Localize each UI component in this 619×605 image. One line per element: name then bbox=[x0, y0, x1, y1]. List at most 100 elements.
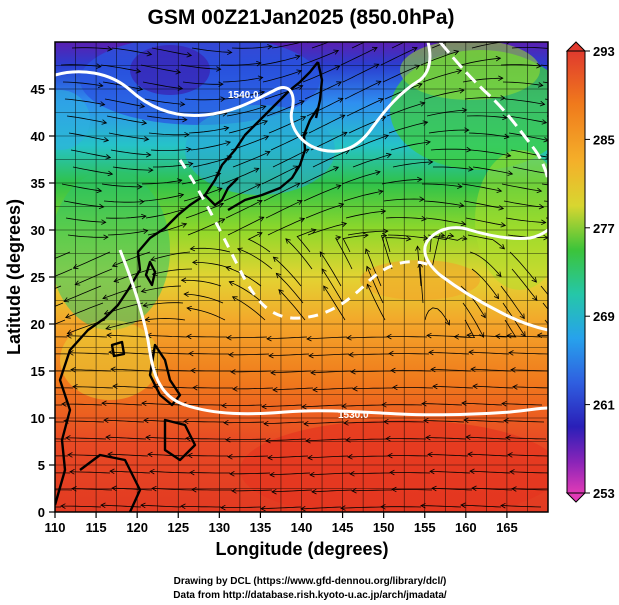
streamline-arrow bbox=[536, 187, 543, 194]
streamline-arrow bbox=[305, 437, 311, 444]
streamline bbox=[141, 402, 183, 406]
streamline bbox=[308, 114, 345, 134]
streamline bbox=[425, 217, 466, 225]
streamline-arrow bbox=[386, 152, 392, 159]
streamline bbox=[263, 182, 300, 202]
streamline bbox=[365, 248, 382, 287]
streamline bbox=[503, 420, 545, 423]
streamline-arrow bbox=[192, 384, 198, 391]
streamline-arrow bbox=[232, 386, 238, 392]
x-tick-label: 110 bbox=[45, 520, 66, 535]
streamline-arrow bbox=[150, 256, 156, 262]
contour-label-1530: 1530.0 bbox=[338, 410, 369, 421]
streamline-arrow bbox=[423, 417, 429, 424]
streamline bbox=[221, 506, 262, 508]
streamline-arrow bbox=[389, 469, 395, 476]
streamline-arrow bbox=[444, 319, 450, 326]
streamline-arrow bbox=[380, 208, 387, 215]
streamline bbox=[232, 296, 266, 321]
streamline-arrow bbox=[543, 136, 548, 143]
plot-area: 1540.0 1530.0 bbox=[55, 33, 592, 512]
streamline-arrow bbox=[143, 136, 150, 142]
streamline-arrow bbox=[500, 95, 506, 101]
streamline-arrow bbox=[225, 140, 231, 146]
streamline bbox=[272, 387, 314, 391]
streamline-arrow bbox=[312, 386, 318, 393]
streamline-arrow bbox=[536, 62, 542, 69]
contour-mid bbox=[178, 159, 431, 320]
streamline bbox=[429, 471, 471, 474]
streamline-arrow bbox=[498, 75, 504, 82]
streamline bbox=[421, 403, 463, 406]
streamline-arrow bbox=[426, 332, 432, 339]
streamline bbox=[466, 115, 507, 119]
streamline-arrow bbox=[344, 33, 349, 37]
streamline-arrow bbox=[101, 219, 107, 225]
streamline bbox=[347, 455, 389, 458]
contour-1530 bbox=[118, 249, 548, 417]
streamline-arrow bbox=[65, 435, 71, 441]
streamline-arrow bbox=[296, 199, 303, 205]
streamline-arrow bbox=[292, 165, 299, 171]
streamline-arrow bbox=[111, 485, 117, 492]
streamline-arrow bbox=[363, 232, 369, 239]
streamline-arrow bbox=[253, 167, 260, 173]
streamline bbox=[319, 251, 342, 287]
streamline bbox=[232, 489, 273, 492]
streamline bbox=[247, 232, 271, 253]
streamline bbox=[390, 141, 431, 151]
streamline-arrow bbox=[495, 55, 502, 62]
streamline bbox=[181, 403, 222, 406]
streamline-arrow bbox=[183, 291, 189, 298]
streamline bbox=[346, 98, 384, 117]
streamline-arrow bbox=[392, 384, 398, 391]
streamline-arrow bbox=[191, 486, 197, 493]
streamline-arrow bbox=[494, 333, 501, 339]
streamline-arrow bbox=[388, 350, 394, 357]
streamline bbox=[311, 42, 330, 49]
y-axis-label: Latitude (degrees) bbox=[4, 199, 24, 355]
streamline bbox=[108, 351, 150, 355]
streamline bbox=[271, 42, 303, 49]
streamline bbox=[187, 455, 228, 457]
streamline bbox=[266, 100, 305, 117]
streamline bbox=[262, 70, 302, 83]
streamline bbox=[225, 266, 262, 287]
streamline bbox=[385, 217, 426, 220]
streamline-arrow bbox=[541, 219, 547, 226]
streamline bbox=[71, 488, 113, 491]
colorbar-ticks: 293 285 277 269 261 253 bbox=[585, 44, 615, 501]
streamline bbox=[433, 166, 473, 170]
streamline-arrow bbox=[417, 176, 423, 183]
streamline bbox=[472, 385, 514, 389]
streamline-arrow bbox=[427, 159, 434, 165]
streamline bbox=[505, 437, 547, 440]
streamline-arrow bbox=[188, 350, 194, 357]
streamline bbox=[471, 42, 505, 49]
streamline bbox=[380, 47, 418, 66]
streamline bbox=[501, 403, 543, 406]
streamline bbox=[309, 472, 351, 476]
streamline-arrow bbox=[587, 51, 592, 56]
streamline-arrow bbox=[141, 400, 147, 407]
streamline-arrow bbox=[226, 335, 232, 341]
x-tick-label: 160 bbox=[455, 520, 477, 535]
streamline bbox=[426, 335, 468, 338]
streamline-arrow bbox=[96, 63, 102, 69]
streamline bbox=[147, 453, 189, 457]
streamline bbox=[60, 64, 101, 67]
streamline bbox=[342, 63, 379, 83]
streamline-arrow bbox=[411, 46, 418, 52]
streamline bbox=[269, 472, 311, 476]
streamline-arrow bbox=[366, 283, 372, 290]
streamline-arrow bbox=[461, 107, 468, 114]
streamline bbox=[222, 404, 263, 406]
streamline bbox=[346, 336, 388, 339]
streamline bbox=[312, 387, 354, 391]
streamline-arrow bbox=[343, 420, 349, 426]
streamline-arrow bbox=[109, 468, 115, 475]
streamline bbox=[382, 65, 420, 83]
streamline bbox=[110, 149, 151, 156]
streamline-arrow bbox=[229, 471, 235, 477]
streamline bbox=[352, 387, 393, 390]
